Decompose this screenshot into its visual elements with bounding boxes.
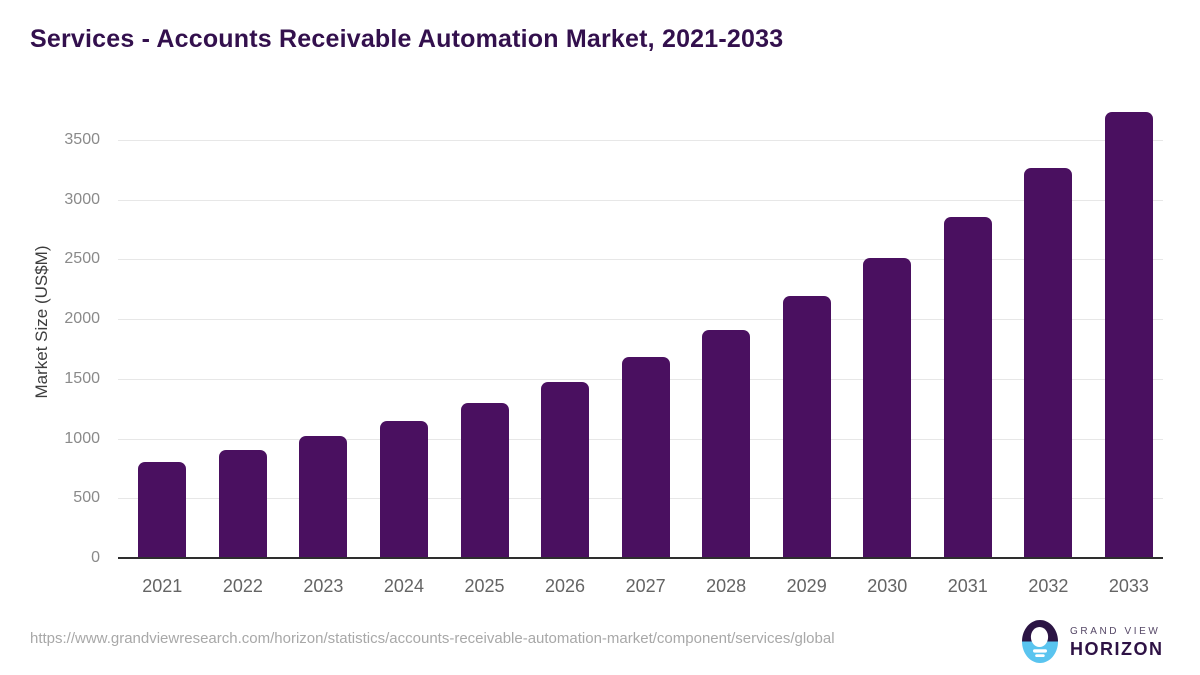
x-tick-label-2028: 2028: [706, 576, 747, 596]
bar-2025: [460, 402, 509, 558]
bar-2030: [863, 258, 912, 558]
y-tick-label-500: 500: [73, 489, 100, 507]
page-title: Services - Accounts Receivable Automatio…: [30, 25, 784, 53]
y-tick-label-3000: 3000: [64, 190, 100, 208]
grand-view-horizon-logo: GRAND VIEW HORIZON: [1022, 620, 1164, 663]
y-tick-label-1500: 1500: [64, 369, 100, 387]
y-tick-label-2000: 2000: [64, 310, 100, 328]
logo-wordmark: GRAND VIEW HORIZON: [1070, 620, 1164, 660]
x-tick-label-2024: 2024: [383, 576, 424, 596]
gridline-3500: [118, 140, 1163, 141]
bar-2022: [218, 450, 267, 558]
bar-2028: [702, 330, 751, 558]
bar-2026: [541, 381, 590, 558]
y-tick-label-3500: 3500: [64, 130, 100, 148]
x-tick-label-2023: 2023: [303, 576, 344, 596]
bar-2031: [943, 216, 992, 558]
logo-grand-view: GRAND VIEW: [1070, 626, 1161, 637]
logo-horizon: HORIZON: [1070, 639, 1164, 659]
bar-2029: [782, 296, 831, 558]
gridline-2000: [118, 319, 1163, 320]
y-tick-label-2500: 2500: [64, 250, 100, 268]
x-tick-label-2027: 2027: [625, 576, 666, 596]
x-tick-label-2030: 2030: [867, 576, 908, 596]
bar-2023: [299, 436, 348, 558]
y-tick-label-1000: 1000: [64, 429, 100, 447]
horizon-egg-icon: [1022, 620, 1058, 663]
x-tick-label-2021: 2021: [142, 576, 183, 596]
y-tick-label-0: 0: [91, 549, 100, 566]
gridline-2500: [118, 259, 1163, 260]
x-tick-label-2033: 2033: [1108, 576, 1149, 596]
bar-2033: [1104, 111, 1153, 558]
gridline-3000: [118, 200, 1163, 201]
x-tick-label-2022: 2022: [222, 576, 263, 596]
x-axis-line: [118, 557, 1163, 559]
bar-2021: [138, 462, 187, 558]
bar-2024: [379, 420, 428, 558]
bar-2032: [1024, 168, 1073, 558]
x-tick-label-2026: 2026: [545, 576, 586, 596]
bar-2027: [621, 357, 670, 558]
x-tick-label-2025: 2025: [464, 576, 505, 596]
source-url: https://www.grandviewresearch.com/horizo…: [30, 630, 835, 647]
x-tick-label-2032: 2032: [1028, 576, 1069, 596]
x-tick-label-2031: 2031: [947, 576, 988, 596]
x-tick-label-2029: 2029: [786, 576, 827, 596]
